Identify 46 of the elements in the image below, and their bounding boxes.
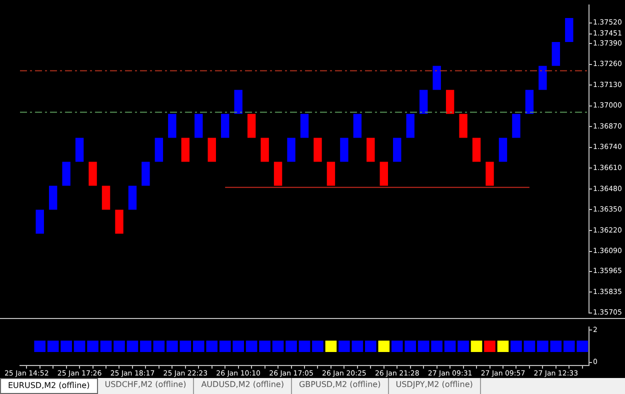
bar xyxy=(406,114,414,138)
bar xyxy=(340,138,348,162)
bar xyxy=(486,162,494,186)
bar xyxy=(353,114,362,138)
bar xyxy=(88,162,97,186)
text: AUDUSD,M2 (offline) xyxy=(194,378,292,394)
bar xyxy=(446,90,454,114)
text: USDCHF,M2 (offline) xyxy=(98,378,194,394)
bar xyxy=(48,186,58,210)
bar xyxy=(498,138,508,162)
bar xyxy=(326,162,336,186)
bar xyxy=(459,114,468,138)
text: GBPUSD,M2 (offline) xyxy=(292,378,389,394)
bar xyxy=(181,138,190,162)
bar xyxy=(274,162,282,186)
text: USDJPY,M2 (offline) xyxy=(388,378,481,394)
bar xyxy=(512,114,520,138)
bar xyxy=(300,114,309,138)
bar xyxy=(380,162,388,186)
bar xyxy=(552,42,560,66)
bar xyxy=(221,114,230,138)
bar xyxy=(208,138,216,162)
bar xyxy=(525,90,534,114)
bar xyxy=(234,90,242,114)
bar xyxy=(260,138,269,162)
bar xyxy=(247,114,256,138)
bar xyxy=(366,138,375,162)
bar xyxy=(128,186,137,210)
bar xyxy=(168,114,176,138)
bar xyxy=(115,210,124,234)
bar xyxy=(314,138,322,162)
bar xyxy=(393,138,402,162)
bar xyxy=(154,138,164,162)
bar xyxy=(75,138,84,162)
bar xyxy=(565,18,574,42)
bar xyxy=(287,138,296,162)
bar xyxy=(36,210,44,234)
bar xyxy=(419,90,428,114)
bar xyxy=(194,114,203,138)
bar xyxy=(472,138,481,162)
text: EURUSD,M2 (offline) xyxy=(0,378,98,394)
bar xyxy=(62,162,70,186)
bar xyxy=(102,186,110,210)
bar xyxy=(142,162,150,186)
bar xyxy=(538,66,547,90)
bar xyxy=(432,66,441,90)
